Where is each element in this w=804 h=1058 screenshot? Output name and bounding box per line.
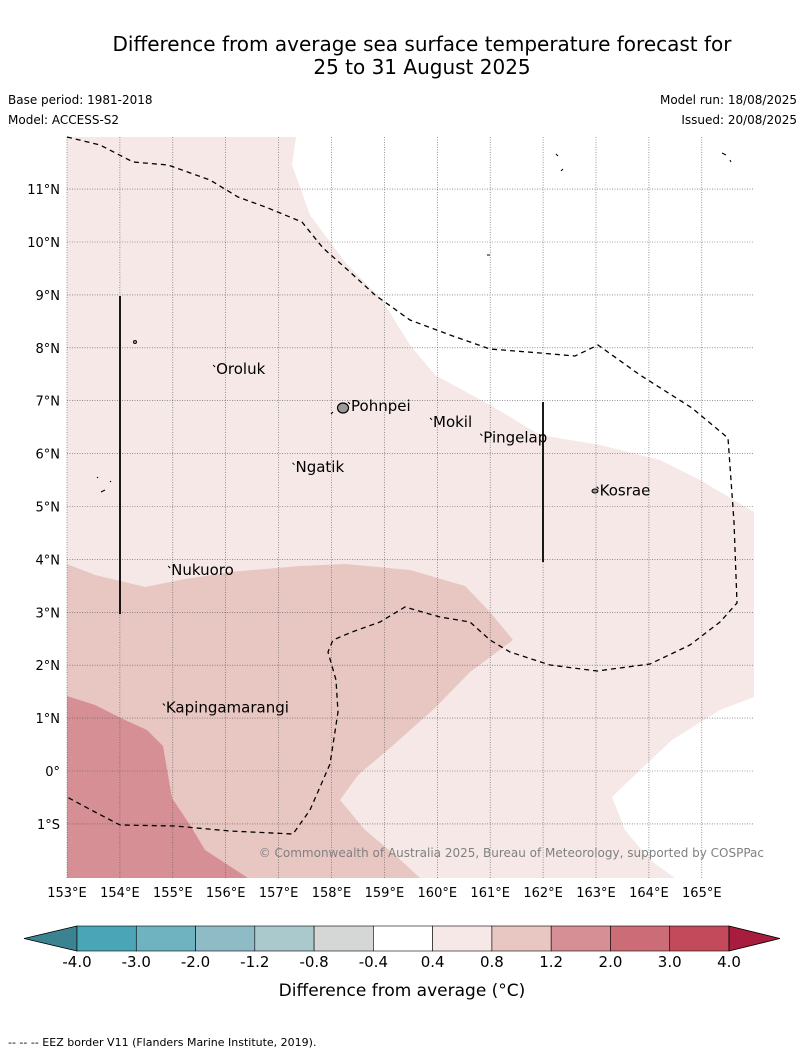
colorbar-min-extend <box>23 925 78 952</box>
longitude-label: 160°E <box>418 886 458 901</box>
longitude-label: 153°E <box>47 886 87 901</box>
colorbar-segment <box>432 925 493 952</box>
axis-labels: 153°E 154°E 155°E 156°E 157°E 158°E 159°E 160°E… <box>27 183 721 901</box>
colorbar-max-extend <box>728 925 781 952</box>
anomaly-white-patch <box>612 697 754 878</box>
place-label: Pohnpei <box>351 397 411 415</box>
latitude-label: 2°N <box>36 659 61 674</box>
colorbar-tick-label: -1.2 <box>240 953 270 971</box>
latitude-label: 4°N <box>36 553 61 568</box>
longitude-label: 165°E <box>682 886 722 901</box>
place-marker-icon <box>167 565 171 569</box>
longitude-label: 157°E <box>259 886 299 901</box>
colorbar-tick-label: 1.2 <box>539 953 564 971</box>
latitude-label: 1°N <box>36 712 61 727</box>
model-run: Model run: 18/08/2025 <box>659 93 797 107</box>
colorbar-tick-label: -2.0 <box>180 953 211 971</box>
place-label: Pingelap <box>483 429 547 447</box>
place-label: Kosrae <box>600 482 651 500</box>
colorbar-segment <box>373 925 433 952</box>
title-line-2: 25 to 31 August 2025 <box>313 55 531 79</box>
latitude-label: 3°N <box>36 606 61 621</box>
anomaly-layer <box>67 137 754 878</box>
anomaly-band-1.2-2.0 <box>67 696 248 878</box>
place-labels: Oroluk Pohnpei Mokil Pingelap Ngatik Kosrae Nu… <box>162 360 651 717</box>
islands <box>96 152 732 494</box>
model-name: Model: ACCESS-S2 <box>8 113 120 127</box>
longitude-label: 156°E <box>206 886 246 901</box>
colorbar-segment <box>76 925 137 952</box>
colorbar-segment <box>669 925 730 952</box>
colorbar-tick-label: 0.8 <box>479 953 504 971</box>
kosrae-island-icon <box>591 488 599 494</box>
atoll-marker-icon <box>132 339 137 344</box>
place-marker-icon <box>479 433 483 437</box>
colorbar-tick-label: 2.0 <box>598 953 623 971</box>
place-marker-icon <box>292 462 295 466</box>
latitude-label: 11°N <box>27 183 60 198</box>
issued-date: Issued: 20/08/2025 <box>681 113 797 127</box>
base-period: Base period: 1981-2018 <box>8 93 153 107</box>
colorbar <box>23 925 781 952</box>
colorbar-tick-label: -0.8 <box>299 953 329 971</box>
copyright-notice: © Commonwealth of Australia 2025, Bureau… <box>259 846 764 860</box>
colorbar-segment <box>313 925 374 952</box>
colorbar-title: Difference from average (°C) <box>278 981 526 1001</box>
place-label: Mokil <box>433 413 472 431</box>
place-label: Nukuoro <box>171 561 234 579</box>
eez-borders <box>66 136 738 835</box>
colorbar-segment <box>610 925 671 952</box>
longitude-label: 154°E <box>100 886 140 901</box>
longitude-label: 159°E <box>365 886 405 901</box>
colorbar-tick-label: 3.0 <box>657 953 682 971</box>
latitude-label: 1°S <box>37 818 60 833</box>
colorbar-tick-label: 4.0 <box>717 953 741 971</box>
footer-note: -- -- -- EEZ border V11 (Flanders Marine… <box>8 1036 317 1049</box>
latitude-label: 10°N <box>27 236 60 251</box>
map-title: Difference from average sea surface temp… <box>40 33 804 79</box>
longitude-label: 158°E <box>312 886 352 901</box>
colorbar-tick-label: -4.0 <box>62 953 92 971</box>
colorbar-segment <box>135 925 196 952</box>
place-label: Ngatik <box>295 458 344 476</box>
anomaly-band-0.8-1.2 <box>67 564 513 878</box>
colorbar-segment <box>254 925 315 952</box>
place-marker-icon <box>162 703 166 706</box>
place-marker-icon <box>596 486 599 489</box>
eez-border-north <box>66 136 738 835</box>
latitude-label: 7°N <box>36 395 61 410</box>
colorbar-tick-label: -3.0 <box>121 953 151 971</box>
longitude-label: 163°E <box>576 886 616 901</box>
latitude-label: 5°N <box>36 501 61 516</box>
longitude-label: 161°E <box>470 886 510 901</box>
pohnpei-island-icon <box>336 402 350 414</box>
colorbar-segment <box>195 925 256 952</box>
colorbar-tick-label: 0.4 <box>420 953 445 971</box>
minor-islets <box>96 152 732 493</box>
latitude-label: 0° <box>45 765 60 780</box>
longitude-label: 155°E <box>153 886 193 901</box>
place-marker-icon <box>347 401 351 405</box>
longitude-label: 164°E <box>629 886 669 901</box>
place-marker-icon <box>212 364 216 368</box>
place-marker-icon <box>429 417 433 421</box>
latitude-label: 8°N <box>36 342 61 357</box>
colorbar-tick-label: -0.4 <box>358 953 388 971</box>
latitude-label: 9°N <box>36 289 61 304</box>
colorbar-segment <box>491 925 552 952</box>
place-label: Kapingamarangi <box>166 699 289 717</box>
colorbar-segment <box>550 925 611 952</box>
title-line-1: Difference from average sea surface temp… <box>112 32 732 56</box>
longitude-label: 162°E <box>523 886 563 901</box>
latitude-label: 6°N <box>36 448 61 463</box>
place-label: Oroluk <box>216 360 265 378</box>
